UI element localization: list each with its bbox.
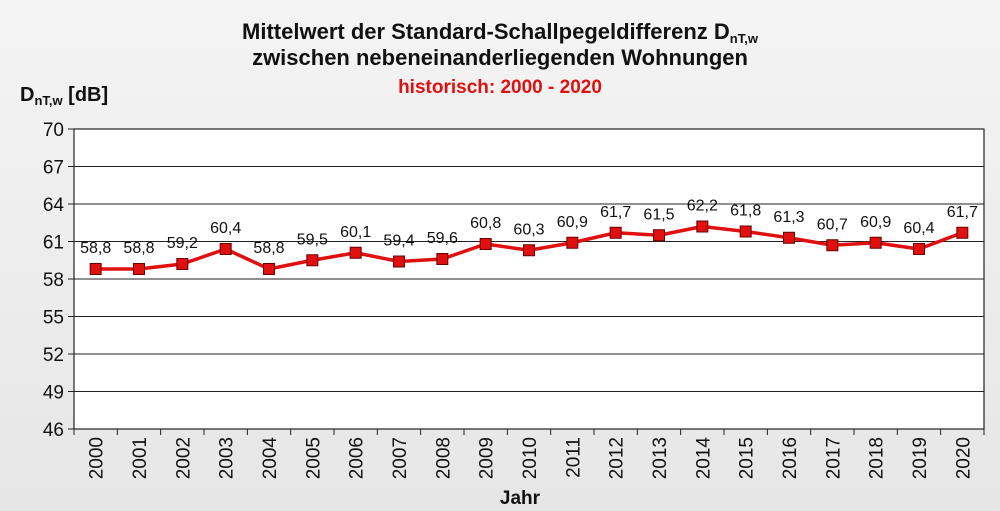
y-tick-label: 58: [43, 270, 64, 291]
data-label: 61,3: [773, 209, 804, 226]
y-axis-label: DnT,w [dB]: [20, 84, 109, 108]
x-tick-label: 2017: [823, 437, 844, 479]
x-tick-label: 2000: [87, 437, 108, 479]
data-point: [566, 236, 579, 249]
x-tick-label: 2005: [303, 437, 324, 479]
data-label: 60,9: [557, 214, 588, 231]
data-label: 61,8: [730, 203, 761, 220]
y-axis-ticks: 46 49 52 55 58 61 64 67 70: [43, 120, 74, 441]
y-tick-label: 52: [43, 345, 64, 366]
x-tick-label: 2011: [563, 437, 584, 478]
data-point: [609, 226, 622, 239]
x-tick-label: 2018: [867, 437, 888, 479]
data-point: [436, 253, 449, 265]
data-labels: 58,8 58,8 59,2 60,4 58,8 59,5 60,1 59,4 59,6 60,8…: [80, 198, 978, 258]
x-tick-label: 2012: [607, 437, 628, 479]
data-label: 59,6: [427, 230, 458, 247]
data-point: [653, 229, 665, 242]
chart-title-line2: zwischen nebeneinanderliegenden Wohnunge…: [252, 45, 748, 70]
x-tick-label: 2004: [260, 437, 281, 480]
y-tick-label: 55: [43, 308, 64, 329]
data-point: [826, 239, 839, 252]
data-point: [393, 255, 405, 268]
data-label: 60,4: [903, 220, 934, 237]
data-label: 61,7: [600, 204, 631, 221]
data-point: [479, 238, 492, 250]
data-label: 59,4: [383, 233, 414, 250]
y-tick-label: 49: [43, 383, 64, 404]
chart-title-line1: Mittelwert der Standard-Schallpegeldiffe…: [242, 19, 758, 46]
x-tick-label: 2002: [173, 437, 194, 479]
data-label: 58,8: [253, 240, 284, 257]
series-markers: [89, 220, 969, 275]
data-label: 59,5: [297, 231, 328, 248]
y-tick-label: 67: [43, 158, 64, 179]
data-label: 60,9: [860, 214, 891, 231]
chart-subtitle: historisch: 2000 - 2020: [398, 77, 602, 98]
x-tick-label: 2020: [953, 437, 974, 479]
data-label: 60,1: [340, 224, 371, 241]
data-label: 62,2: [687, 198, 718, 215]
data-point: [89, 263, 102, 275]
data-point: [219, 243, 232, 255]
x-axis-ticks: 2000 2001 2002 2003 2004 2005 2006 2007 2008 2009…: [73, 429, 985, 480]
data-label: 59,2: [167, 235, 198, 252]
x-tick-label: 2010: [520, 437, 541, 479]
x-tick-label: 2006: [347, 437, 368, 479]
x-tick-label: 2008: [433, 437, 454, 479]
data-label: 60,8: [470, 215, 501, 232]
x-tick-label: 2003: [217, 437, 238, 479]
data-point: [133, 263, 145, 275]
x-tick-label: 2014: [693, 437, 714, 480]
data-point: [176, 258, 189, 270]
x-tick-label: 2016: [780, 437, 801, 479]
data-point: [783, 231, 795, 244]
data-point: [696, 220, 709, 233]
x-tick-label: 2007: [390, 437, 411, 479]
data-point: [349, 246, 362, 259]
y-tick-label: 61: [43, 233, 64, 254]
data-point: [739, 225, 752, 238]
data-label: 58,8: [80, 240, 111, 257]
y-tick-label: 64: [43, 195, 65, 216]
data-label: 58,8: [123, 240, 154, 257]
y-tick-label: 70: [43, 120, 64, 141]
data-label: 60,4: [210, 220, 241, 237]
x-axis-label: Jahr: [500, 488, 541, 509]
data-point: [956, 226, 969, 239]
data-label: 61,5: [643, 206, 674, 223]
data-point: [869, 236, 882, 249]
x-tick-label: 2015: [737, 437, 758, 479]
x-tick-label: 2013: [650, 437, 671, 479]
data-label: 60,3: [513, 221, 544, 238]
data-point: [306, 254, 319, 267]
x-tick-label: 2009: [477, 437, 498, 479]
data-point: [263, 263, 275, 275]
y-tick-label: 46: [43, 420, 64, 441]
grid-lines: [74, 166, 984, 392]
x-tick-label: 2019: [910, 437, 931, 479]
x-tick-label: 2001: [130, 437, 151, 479]
data-label: 61,7: [947, 204, 978, 221]
data-point: [523, 244, 535, 257]
data-label: 60,7: [817, 216, 848, 233]
data-point: [913, 243, 925, 255]
